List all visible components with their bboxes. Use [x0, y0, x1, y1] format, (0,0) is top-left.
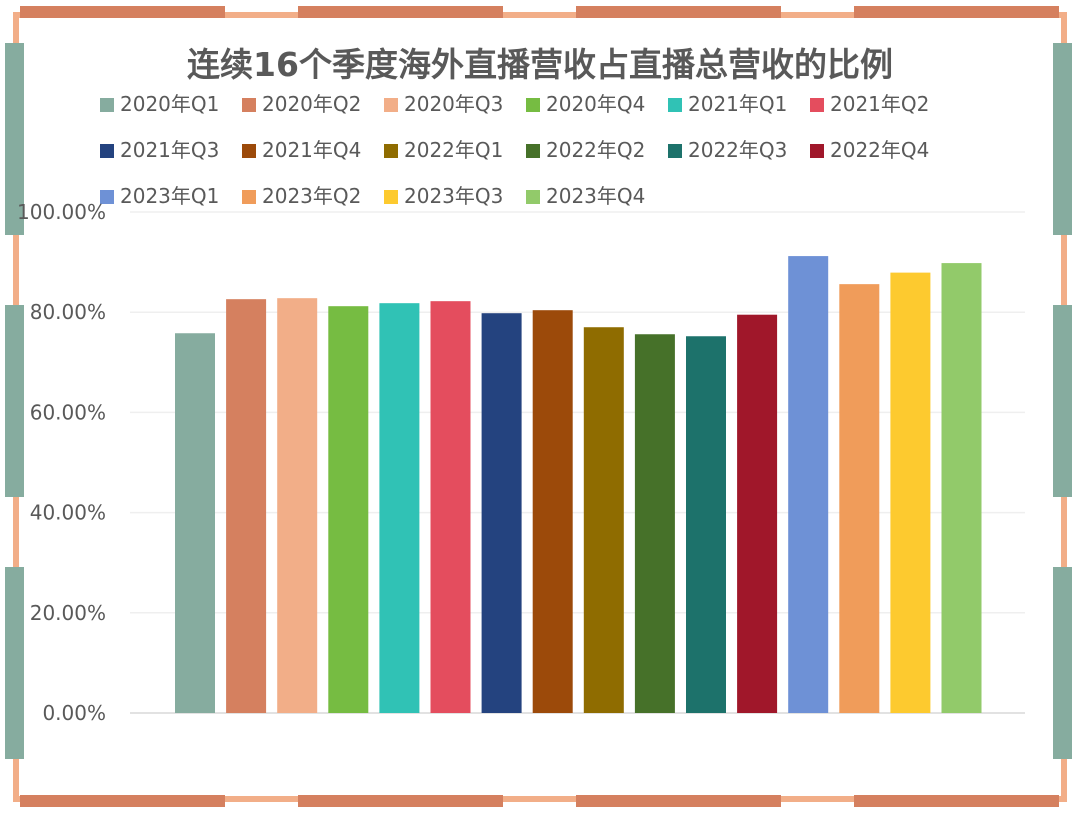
- legend-label: 2021年Q2: [830, 92, 930, 116]
- y-tick-label: 20.00%: [30, 601, 106, 625]
- legend-item: 2021年Q3: [100, 134, 219, 163]
- y-tick-label: 80.00%: [30, 300, 106, 324]
- frame-segment: [5, 305, 24, 497]
- legend-item: 2023年Q2: [242, 180, 361, 209]
- legend-swatch: [526, 144, 540, 158]
- bar-2021年Q3: [481, 313, 522, 713]
- chart-title: 连续16个季度海外直播营收占直播总营收的比例: [187, 45, 893, 84]
- legend-swatch: [242, 190, 256, 204]
- legend-item: 2023年Q4: [526, 180, 645, 209]
- legend-swatch: [384, 190, 398, 204]
- bar-2023年Q2: [839, 284, 880, 713]
- frame-segment: [854, 6, 1059, 18]
- bar-2021年Q1: [379, 303, 420, 713]
- frame-top: [13, 12, 1067, 18]
- frame-segment: [1053, 43, 1072, 235]
- frame-segment: [20, 795, 225, 807]
- legend-label: 2022年Q4: [830, 138, 930, 162]
- bar-2023年Q1: [788, 256, 829, 713]
- y-tick-label: 60.00%: [30, 400, 106, 424]
- legend-label: 2022年Q1: [404, 138, 504, 162]
- legend-swatch: [810, 144, 824, 158]
- legend-label: 2023年Q1: [120, 184, 220, 208]
- bar-2022年Q1: [583, 327, 624, 713]
- legend-label: 2023年Q3: [404, 184, 504, 208]
- frame-segment: [20, 6, 225, 18]
- legend-swatch: [384, 98, 398, 112]
- frame-segment: [298, 795, 503, 807]
- bar-2023年Q4: [941, 263, 982, 713]
- legend-label: 2020年Q2: [262, 92, 362, 116]
- y-tick-label: 100.00%: [17, 200, 106, 224]
- legend-swatch: [242, 144, 256, 158]
- frame-segment: [576, 795, 781, 807]
- legend-label: 2020年Q3: [404, 92, 504, 116]
- legend-item: 2021年Q4: [242, 134, 361, 163]
- legend-item: 2020年Q4: [526, 88, 645, 117]
- frame-bottom: [13, 796, 1067, 802]
- bar-2020年Q3: [277, 298, 318, 713]
- legend-swatch: [384, 144, 398, 158]
- legend-item: 2022年Q3: [668, 134, 787, 163]
- y-tick-label: 40.00%: [30, 501, 106, 525]
- legend-item: 2023年Q3: [384, 180, 503, 209]
- frame-segment: [5, 567, 24, 759]
- legend-label: 2021年Q4: [262, 138, 362, 162]
- legend-label: 2022年Q3: [688, 138, 788, 162]
- legend-label: 2023年Q4: [546, 184, 646, 208]
- legend-item: 2022年Q2: [526, 134, 645, 163]
- legend-swatch: [100, 190, 114, 204]
- legend-item: 2022年Q1: [384, 134, 503, 163]
- bar-2022年Q4: [737, 314, 778, 713]
- legend-item: 2021年Q1: [668, 88, 787, 117]
- legend-swatch: [668, 144, 682, 158]
- frame-segment: [576, 6, 781, 18]
- bar-2020年Q2: [226, 299, 267, 713]
- bar-2021年Q4: [532, 310, 573, 713]
- legend-label: 2021年Q1: [688, 92, 788, 116]
- frame-segment: [854, 795, 1059, 807]
- legend-swatch: [526, 190, 540, 204]
- bar-2022年Q2: [634, 334, 675, 713]
- y-tick-label: 0.00%: [42, 701, 106, 725]
- legend-label: 2023年Q2: [262, 184, 362, 208]
- legend-label: 2020年Q4: [546, 92, 646, 116]
- legend-item: 2020年Q1: [100, 88, 219, 117]
- legend-item: 2021年Q2: [810, 88, 929, 117]
- legend-label: 2021年Q3: [120, 138, 220, 162]
- bar-2023年Q3: [890, 272, 931, 713]
- legend-label: 2020年Q1: [120, 92, 220, 116]
- legend-item: 2020年Q2: [242, 88, 361, 117]
- frame-segment: [1053, 567, 1072, 759]
- legend-item: 2020年Q3: [384, 88, 503, 117]
- legend-swatch: [810, 98, 824, 112]
- legend-item: 2022年Q4: [810, 134, 929, 163]
- legend-swatch: [242, 98, 256, 112]
- frame-segment: [298, 6, 503, 18]
- bar-2022年Q3: [686, 336, 726, 713]
- bar-2020年Q4: [328, 306, 369, 713]
- frame-segment: [1053, 305, 1072, 497]
- legend-swatch: [526, 98, 540, 112]
- legend-label: 2022年Q2: [546, 138, 646, 162]
- legend-swatch: [100, 98, 114, 112]
- bar-2021年Q2: [430, 301, 471, 713]
- bar-2020年Q1: [175, 333, 215, 713]
- legend-item: 2023年Q1: [100, 180, 219, 209]
- legend-swatch: [668, 98, 682, 112]
- legend-swatch: [100, 144, 114, 158]
- frame-segment: [5, 43, 24, 235]
